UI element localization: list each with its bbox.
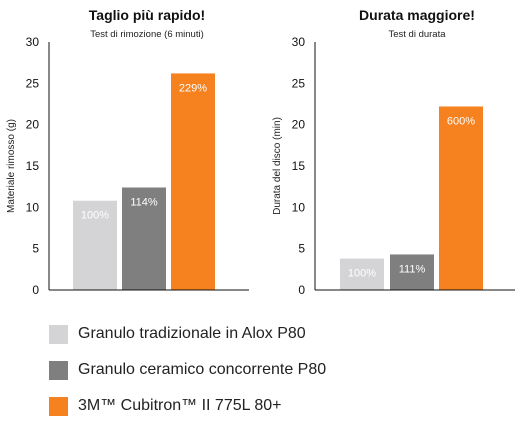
chart-2-bar-ceramic — [390, 254, 434, 290]
chart-1-title: Taglio più rapido! — [89, 7, 205, 23]
chart-2-tick-label-0: 0 — [298, 283, 305, 297]
legend-swatch-alox — [49, 324, 68, 344]
chart-1-tick-label-0: 0 — [32, 283, 39, 297]
chart-2-title: Durata maggiore! — [359, 7, 475, 23]
legend-swatch-ceramic — [49, 360, 68, 380]
legend-label-ceramic: Granulo ceramico concorrente P80 — [78, 361, 327, 378]
chart-1-tick-label-5: 5 — [32, 242, 39, 256]
chart-2-tick-label-5: 5 — [298, 242, 305, 256]
chart-2-tick-label-20: 20 — [292, 118, 306, 132]
chart-2-tick-label-10: 10 — [292, 200, 306, 214]
legend-item-alox: Granulo tradizionale in Alox P80 — [49, 323, 326, 345]
chart-1-subtitle: Test di rimozione (6 minuti) — [90, 29, 204, 40]
legend-label-alox: Granulo tradizionale in Alox P80 — [78, 325, 306, 342]
chart-1-tick-label-20: 20 — [26, 118, 40, 132]
chart-1-tick-label-25: 25 — [26, 76, 40, 90]
charts-canvas: Taglio più rapido! Test di rimozione (6 m… — [6, 7, 515, 297]
chart-2-tick-label-30: 30 — [292, 35, 306, 49]
chart-1-bar-alox — [73, 200, 117, 290]
chart-2-bar-label-cubitron: 600% — [447, 115, 475, 127]
chart-2-bar-label-alox: 100% — [348, 268, 376, 280]
legend: Granulo tradizionale in Alox P80 Granulo… — [49, 323, 326, 431]
chart-1-ylabel: Materiale rimosso (g) — [6, 119, 17, 213]
chart-2-bar-alox — [340, 258, 384, 290]
chart-2-ylabel: Durata del disco (min) — [272, 117, 283, 215]
chart-2-subtitle: Test di durata — [388, 29, 446, 40]
legend-item-cubitron: 3M™ Cubitron™ II 775L 80+ — [49, 395, 326, 417]
chart-2-tick-label-25: 25 — [292, 76, 306, 90]
chart-2-tick-label-15: 15 — [292, 159, 306, 173]
chart-1-bar-cubitron — [171, 73, 215, 290]
legend-item-ceramic: Granulo ceramico concorrente P80 — [49, 359, 326, 381]
chart-2-bar-label-ceramic: 111% — [399, 263, 426, 275]
chart-1-tick-label-10: 10 — [26, 200, 40, 214]
chart-1-bar-label-cubitron: 229% — [179, 82, 207, 94]
chart-2-bar-cubitron — [439, 106, 483, 290]
chart-1-bar-ceramic — [122, 187, 166, 290]
chart-1-bar-label-alox: 100% — [81, 210, 109, 222]
legend-label-cubitron: 3M™ Cubitron™ II 775L 80+ — [78, 397, 282, 414]
chart-1-tick-label-15: 15 — [26, 159, 40, 173]
legend-swatch-cubitron — [49, 396, 68, 416]
chart-1-tick-label-30: 30 — [26, 35, 40, 49]
chart-1-bar-label-ceramic: 114% — [130, 196, 158, 208]
